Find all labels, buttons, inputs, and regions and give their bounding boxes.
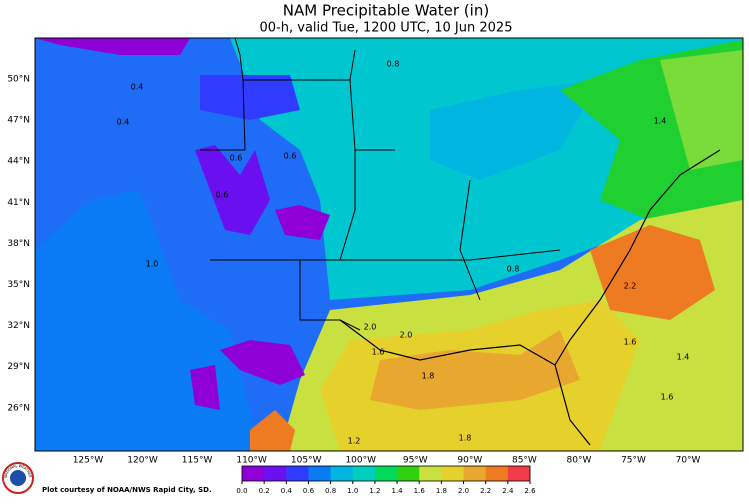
colorbar-label: 2.6 [524,487,536,495]
contour-label: 2.2 [624,282,637,291]
latitude-label: 29°N [7,362,30,372]
longitude-label: 90°W [457,456,482,466]
latitude-label: 35°N [7,280,30,290]
colorbar-label: 0.2 [259,487,270,495]
field-region [250,410,295,451]
colorbar-label: 0.6 [303,487,315,495]
coastline [339,149,721,446]
field-region [430,80,600,180]
longitude-label: 70°W [676,456,701,466]
colorbar-segment [308,466,331,481]
contour-label: 2.0 [364,323,377,332]
field-region [195,145,270,235]
contour-label: 1.8 [422,372,435,381]
colorbar-segment [242,466,265,481]
latitude-label: 47°N [7,116,30,126]
colorbar-label: 1.0 [347,487,358,495]
colorbar-frame [241,465,531,482]
colorbar-label: 2.4 [502,487,514,495]
colorbar-segment [419,466,442,481]
colorbar-label: 1.8 [436,487,447,495]
latitude-label: 38°N [7,239,30,249]
colorbar-label: 1.2 [369,487,380,495]
colorbar-label: 1.4 [392,487,404,495]
colorbar-label: 0.0 [236,487,247,495]
state-borders [200,38,561,331]
colorbar-label: 2.0 [458,487,469,495]
field-region [370,330,580,410]
contour-label: 0.8 [507,265,520,274]
contour-label: 1.2 [348,437,361,446]
longitude-label: 105°W [291,456,322,466]
longitude-label: 120°W [127,456,158,466]
field-region [200,75,300,120]
contour-label: 0.6 [216,191,229,200]
contour-label: 0.4 [117,118,130,127]
latitude-label: 32°N [7,321,30,331]
longitude-label: 110°W [236,456,267,466]
longitude-label: 80°W [567,456,592,466]
credit: Plot courtesy of NOAA/NWS Rapid City, SD… [42,486,212,494]
contour-label: 1.4 [677,353,690,362]
title: NAM Precipitable Water (in) [283,2,489,20]
colorbar-segment [507,466,531,481]
map-frame [34,37,744,452]
contour-label: 1.6 [661,393,674,402]
longitude-label: 100°W [345,456,376,466]
contour-label: 1.8 [459,434,472,443]
colorbar-segment [286,466,309,481]
colorbar-segment [463,466,486,481]
latitude-label: 41°N [7,198,30,208]
field-region [275,205,330,240]
field-region [590,225,715,320]
contour-label: 1.4 [654,117,667,126]
field-region [660,50,743,170]
longitude-label: 75°W [621,456,646,466]
logo-center [10,470,26,486]
longitude-label: 125°W [73,456,104,466]
field-region [35,38,190,55]
colorbar-segment [397,466,420,481]
field-region [190,365,220,410]
contour-label: 0.6 [230,154,243,163]
longitude-label: 95°W [403,456,428,466]
contour-label: 1.0 [146,260,159,269]
latitude-label: 26°N [7,403,30,413]
map: 0.8 0.4 0.4 0.6 0.6 0.6 1.0 2.0 2.0 1.8 1.6 1.4 2.2 1… [34,37,744,452]
contour-label: 0.6 [284,152,297,161]
contour-label: 1.6 [372,348,385,357]
subtitle: 00-h, valid Tue, 1200 UTC, 10 Jun 2025 [260,21,513,36]
colorbar-label: 1.6 [414,487,426,495]
field-region [220,340,305,385]
contour-label: 0.8 [387,60,400,69]
latitude-label: 50°N [7,75,30,85]
colorbar-segment [485,466,509,481]
colorbar-label: 2.2 [480,487,491,495]
colorbar-label: 0.4 [281,487,293,495]
colorbar-segment [352,466,376,481]
colorbar-segment [441,466,464,481]
contour-label: 2.0 [400,331,413,340]
contour-label: 0.4 [131,83,144,92]
contour-label: 1.6 [624,338,637,347]
longitude-label: 115°W [182,456,213,466]
colorbar-segment [264,466,287,481]
colorbar-segment [330,466,354,481]
colorbar-label: 0.8 [325,487,336,495]
colorbar-segment [374,466,398,481]
latitude-label: 44°N [7,157,30,167]
longitude-label: 85°W [512,456,537,466]
